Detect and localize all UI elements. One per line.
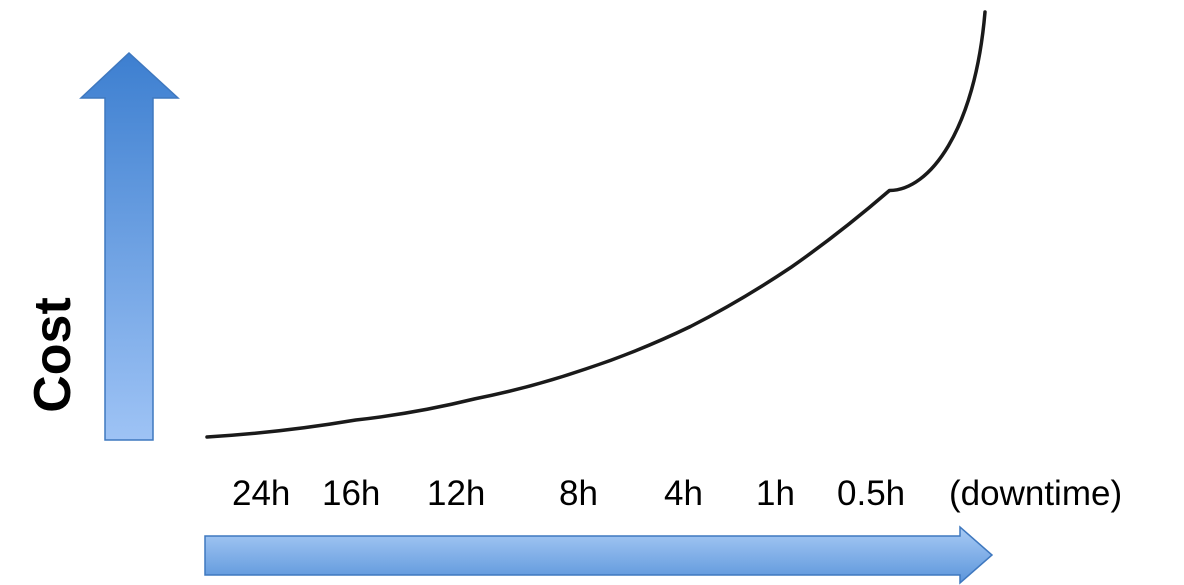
x-axis-arrow xyxy=(204,525,994,585)
x-tick-label: 4h xyxy=(664,474,703,513)
x-tick-label: 12h xyxy=(427,474,485,513)
x-axis-unit-label: (downtime) xyxy=(949,474,1122,513)
x-tick-label: 24h xyxy=(232,474,290,513)
y-axis-arrow xyxy=(79,51,180,441)
x-tick-label: 1h xyxy=(756,474,795,513)
x-tick-label: 16h xyxy=(322,474,380,513)
y-axis-label: Cost xyxy=(24,297,82,413)
x-tick-label: 8h xyxy=(559,474,598,513)
cost-curve xyxy=(205,10,987,439)
x-tick-label: 0.5h xyxy=(837,474,905,513)
